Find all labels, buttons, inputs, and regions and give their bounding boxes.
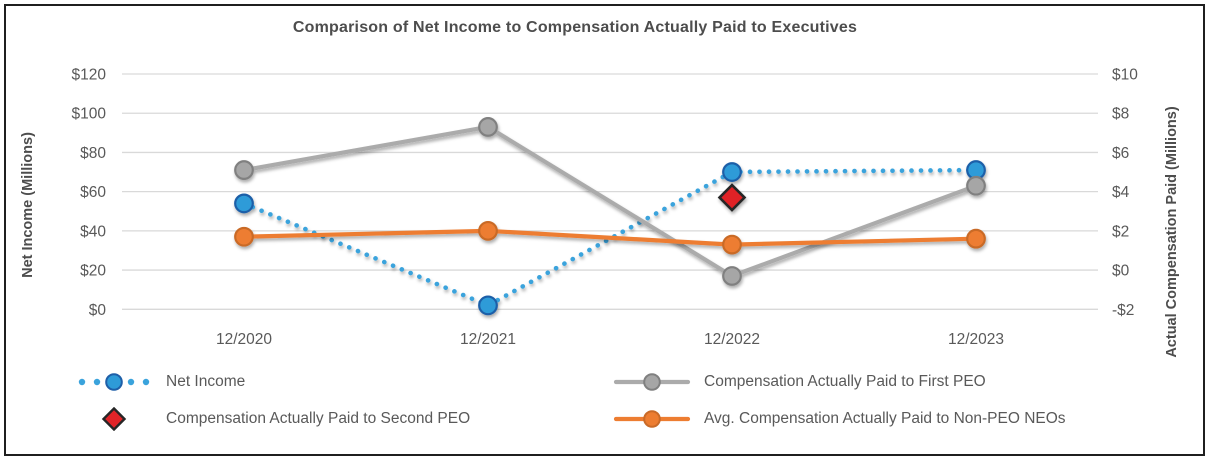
legend-item-first-peo: Compensation Actually Paid to First PEO: [610, 370, 1150, 394]
legend-item-second-peo: Compensation Actually Paid to Second PEO: [72, 407, 610, 431]
x-axis-tick-label: 12/2023: [948, 331, 1004, 348]
legend-marker-glyph: [78, 373, 150, 391]
right-axis-tick-labels: $10 $8 $6 $4 $2 $0 -$2: [1112, 67, 1138, 319]
left-axis-tick-label: $120: [72, 67, 107, 84]
series-0: [234, 160, 986, 316]
x-axis-tick-labels: 12/2020 12/2021 12/2022 12/2023: [216, 331, 1004, 348]
left-axis-tick-label: $0: [89, 302, 107, 319]
series-line: [241, 228, 979, 247]
data-point-marker: [478, 295, 498, 316]
data-point-marker: [478, 220, 498, 241]
left-axis-title: Net Income (Millions): [20, 132, 36, 278]
first-peo-legend-marker-icon: [613, 373, 691, 391]
net-income-legend-marker-icon: [78, 373, 150, 391]
right-axis-tick-label: $10: [1112, 67, 1138, 84]
legend-marker-glyph: [613, 410, 691, 428]
chart-legend: Net Income Compensation Actually Paid to…: [72, 370, 1150, 431]
series-3: [234, 220, 986, 255]
data-point-marker: [722, 162, 742, 182]
data-point-marker: [966, 175, 986, 196]
series-1: [234, 117, 986, 286]
left-axis-tick-label: $100: [72, 106, 107, 123]
data-point-marker: [722, 266, 742, 286]
legend-label: Avg. Compensation Actually Paid to Non-P…: [704, 410, 1066, 427]
legend-marker: [105, 373, 123, 391]
data-point-marker: [966, 228, 986, 249]
legend-marker: [643, 410, 661, 428]
legend-dot: [142, 378, 150, 386]
x-axis-tick-label: 12/2021: [460, 331, 516, 348]
data-point-marker: [717, 183, 747, 212]
left-axis-tick-label: $80: [80, 145, 106, 162]
legend-marker-glyph: [613, 373, 691, 391]
right-axis-tick-label: $8: [1112, 106, 1129, 123]
data-point-marker: [234, 193, 254, 214]
legend-marker-glyph: [101, 407, 127, 431]
x-axis-tick-label: 12/2020: [216, 331, 272, 348]
data-point-marker: [722, 234, 742, 255]
legend-label: Net Income: [166, 373, 246, 390]
legend-dot: [93, 378, 101, 386]
non-peo-neos-legend-marker-icon: [613, 410, 691, 428]
y-gridlines: [122, 73, 1098, 310]
right-axis-tick-label: $6: [1112, 145, 1129, 162]
legend-marker: [101, 407, 127, 431]
legend-dot: [127, 378, 135, 386]
second-peo-legend-marker-icon: [101, 407, 127, 431]
legend-item-non-peo-neos: Avg. Compensation Actually Paid to Non-P…: [610, 407, 1150, 431]
right-axis-tick-label: $2: [1112, 223, 1129, 240]
right-axis-tick-label: $0: [1112, 263, 1130, 280]
legend-item-net-income: Net Income: [72, 370, 610, 394]
right-axis-tick-label: $4: [1112, 184, 1130, 201]
data-point-marker: [234, 160, 254, 180]
x-axis-tick-label: 12/2022: [704, 331, 760, 348]
legend-label: Compensation Actually Paid to First PEO: [704, 373, 986, 390]
legend-label: Compensation Actually Paid to Second PEO: [166, 410, 471, 427]
left-axis-tick-label: $40: [80, 223, 106, 240]
right-axis-title: Actual Compensation Paid (Millions): [1164, 106, 1180, 358]
chart-title: Comparison of Net Income to Compensation…: [292, 19, 858, 36]
chart-frame: [4, 4, 1205, 456]
series-line: [241, 124, 979, 279]
series-line: [241, 167, 979, 308]
legend-dot: [78, 378, 86, 386]
right-axis-tick-label: -$2: [1112, 302, 1134, 319]
left-axis-tick-label: $60: [80, 184, 106, 201]
data-point-marker: [234, 226, 254, 247]
left-axis-tick-label: $20: [80, 263, 106, 280]
series-2: [717, 183, 747, 212]
data-point-marker: [478, 117, 498, 137]
legend-marker: [643, 373, 661, 391]
left-axis-tick-labels: $120 $100 $80 $60 $40 $20 $0: [72, 67, 107, 319]
